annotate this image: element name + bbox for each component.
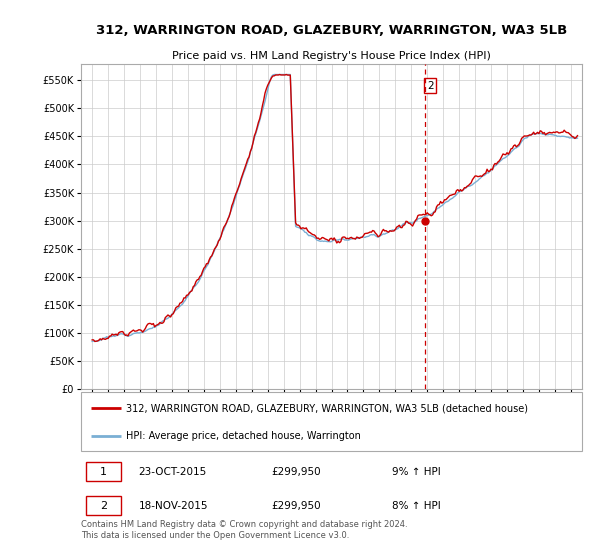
Text: 18-NOV-2015: 18-NOV-2015 xyxy=(139,501,208,511)
Text: 9% ↑ HPI: 9% ↑ HPI xyxy=(392,466,440,477)
Text: £299,950: £299,950 xyxy=(271,501,321,511)
FancyBboxPatch shape xyxy=(86,496,121,515)
Text: 2: 2 xyxy=(427,81,433,91)
Text: Contains HM Land Registry data © Crown copyright and database right 2024.
This d: Contains HM Land Registry data © Crown c… xyxy=(81,520,407,540)
Text: 2: 2 xyxy=(100,501,107,511)
Text: HPI: Average price, detached house, Warrington: HPI: Average price, detached house, Warr… xyxy=(126,431,361,441)
Text: 1: 1 xyxy=(100,466,107,477)
Text: 312, WARRINGTON ROAD, GLAZEBURY, WARRINGTON, WA3 5LB: 312, WARRINGTON ROAD, GLAZEBURY, WARRING… xyxy=(96,24,567,36)
FancyBboxPatch shape xyxy=(86,461,121,482)
Text: Price paid vs. HM Land Registry's House Price Index (HPI): Price paid vs. HM Land Registry's House … xyxy=(172,51,491,61)
Text: 23-OCT-2015: 23-OCT-2015 xyxy=(139,466,207,477)
Text: 8% ↑ HPI: 8% ↑ HPI xyxy=(392,501,440,511)
Text: £299,950: £299,950 xyxy=(271,466,321,477)
Text: 312, WARRINGTON ROAD, GLAZEBURY, WARRINGTON, WA3 5LB (detached house): 312, WARRINGTON ROAD, GLAZEBURY, WARRING… xyxy=(126,403,528,413)
